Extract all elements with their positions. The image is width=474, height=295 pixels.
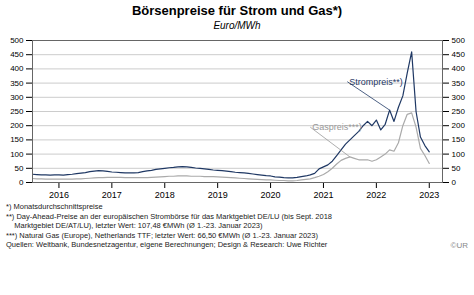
svg-text:150: 150 <box>10 135 24 144</box>
html-text:©UR: ©UR <box>450 240 468 250</box>
html-text:Marktgebiet DE/AT/LU), letzter: Marktgebiet DE/AT/LU), letzter Wert: 107… <box>6 221 263 230</box>
html-text:**) Day-Ahead-Preise an der eu: **) Day-Ahead-Preise an der europäischen… <box>6 211 332 221</box>
html-text:Euro/MWh: Euro/MWh <box>213 20 261 31</box>
svg-text:2021: 2021 <box>313 190 333 200</box>
svg-text:Strompreis**): Strompreis**) <box>349 77 403 87</box>
svg-text:2017: 2017 <box>102 190 122 200</box>
svg-text:100: 100 <box>452 150 466 159</box>
svg-text:450: 450 <box>10 50 24 59</box>
svg-text:2018: 2018 <box>155 190 175 200</box>
svg-text:2022: 2022 <box>366 190 386 200</box>
svg-text:350: 350 <box>452 79 466 88</box>
svg-text:150: 150 <box>452 135 466 144</box>
svg-text:300: 300 <box>10 93 24 102</box>
svg-text:200: 200 <box>10 121 24 130</box>
svg-text:250: 250 <box>452 107 466 116</box>
svg-text:50: 50 <box>452 164 461 173</box>
svg-text:Gaspreis***): Gaspreis***) <box>312 122 362 132</box>
html-text:***) Natural Gas (Europe), Net: ***) Natural Gas (Europe), Netherlands T… <box>6 230 318 240</box>
svg-text:200: 200 <box>452 121 466 130</box>
svg-text:2019: 2019 <box>208 190 228 200</box>
svg-text:350: 350 <box>10 79 24 88</box>
svg-text:2023: 2023 <box>419 190 439 200</box>
svg-text:50: 50 <box>15 164 24 173</box>
svg-text:0: 0 <box>452 178 457 187</box>
svg-text:500: 500 <box>10 36 24 45</box>
svg-text:300: 300 <box>452 93 466 102</box>
svg-text:500: 500 <box>452 36 466 45</box>
svg-text:450: 450 <box>452 50 466 59</box>
html-text:Börsenpreise für Strom und Gas: Börsenpreise für Strom und Gas*) <box>131 3 343 18</box>
svg-text:400: 400 <box>10 64 24 73</box>
html-text:Quellen: Weltbank, Bundesnetza: Quellen: Weltbank, Bundesnetzagentur, ei… <box>6 240 328 249</box>
svg-text:100: 100 <box>10 150 24 159</box>
svg-text:400: 400 <box>452 64 466 73</box>
svg-text:2020: 2020 <box>261 190 281 200</box>
svg-text:250: 250 <box>10 107 24 116</box>
html-text:*) Monatsdurchschnittspreise: *) Monatsdurchschnittspreise <box>6 202 103 211</box>
svg-text:2016: 2016 <box>49 190 69 200</box>
svg-text:0: 0 <box>19 178 24 187</box>
